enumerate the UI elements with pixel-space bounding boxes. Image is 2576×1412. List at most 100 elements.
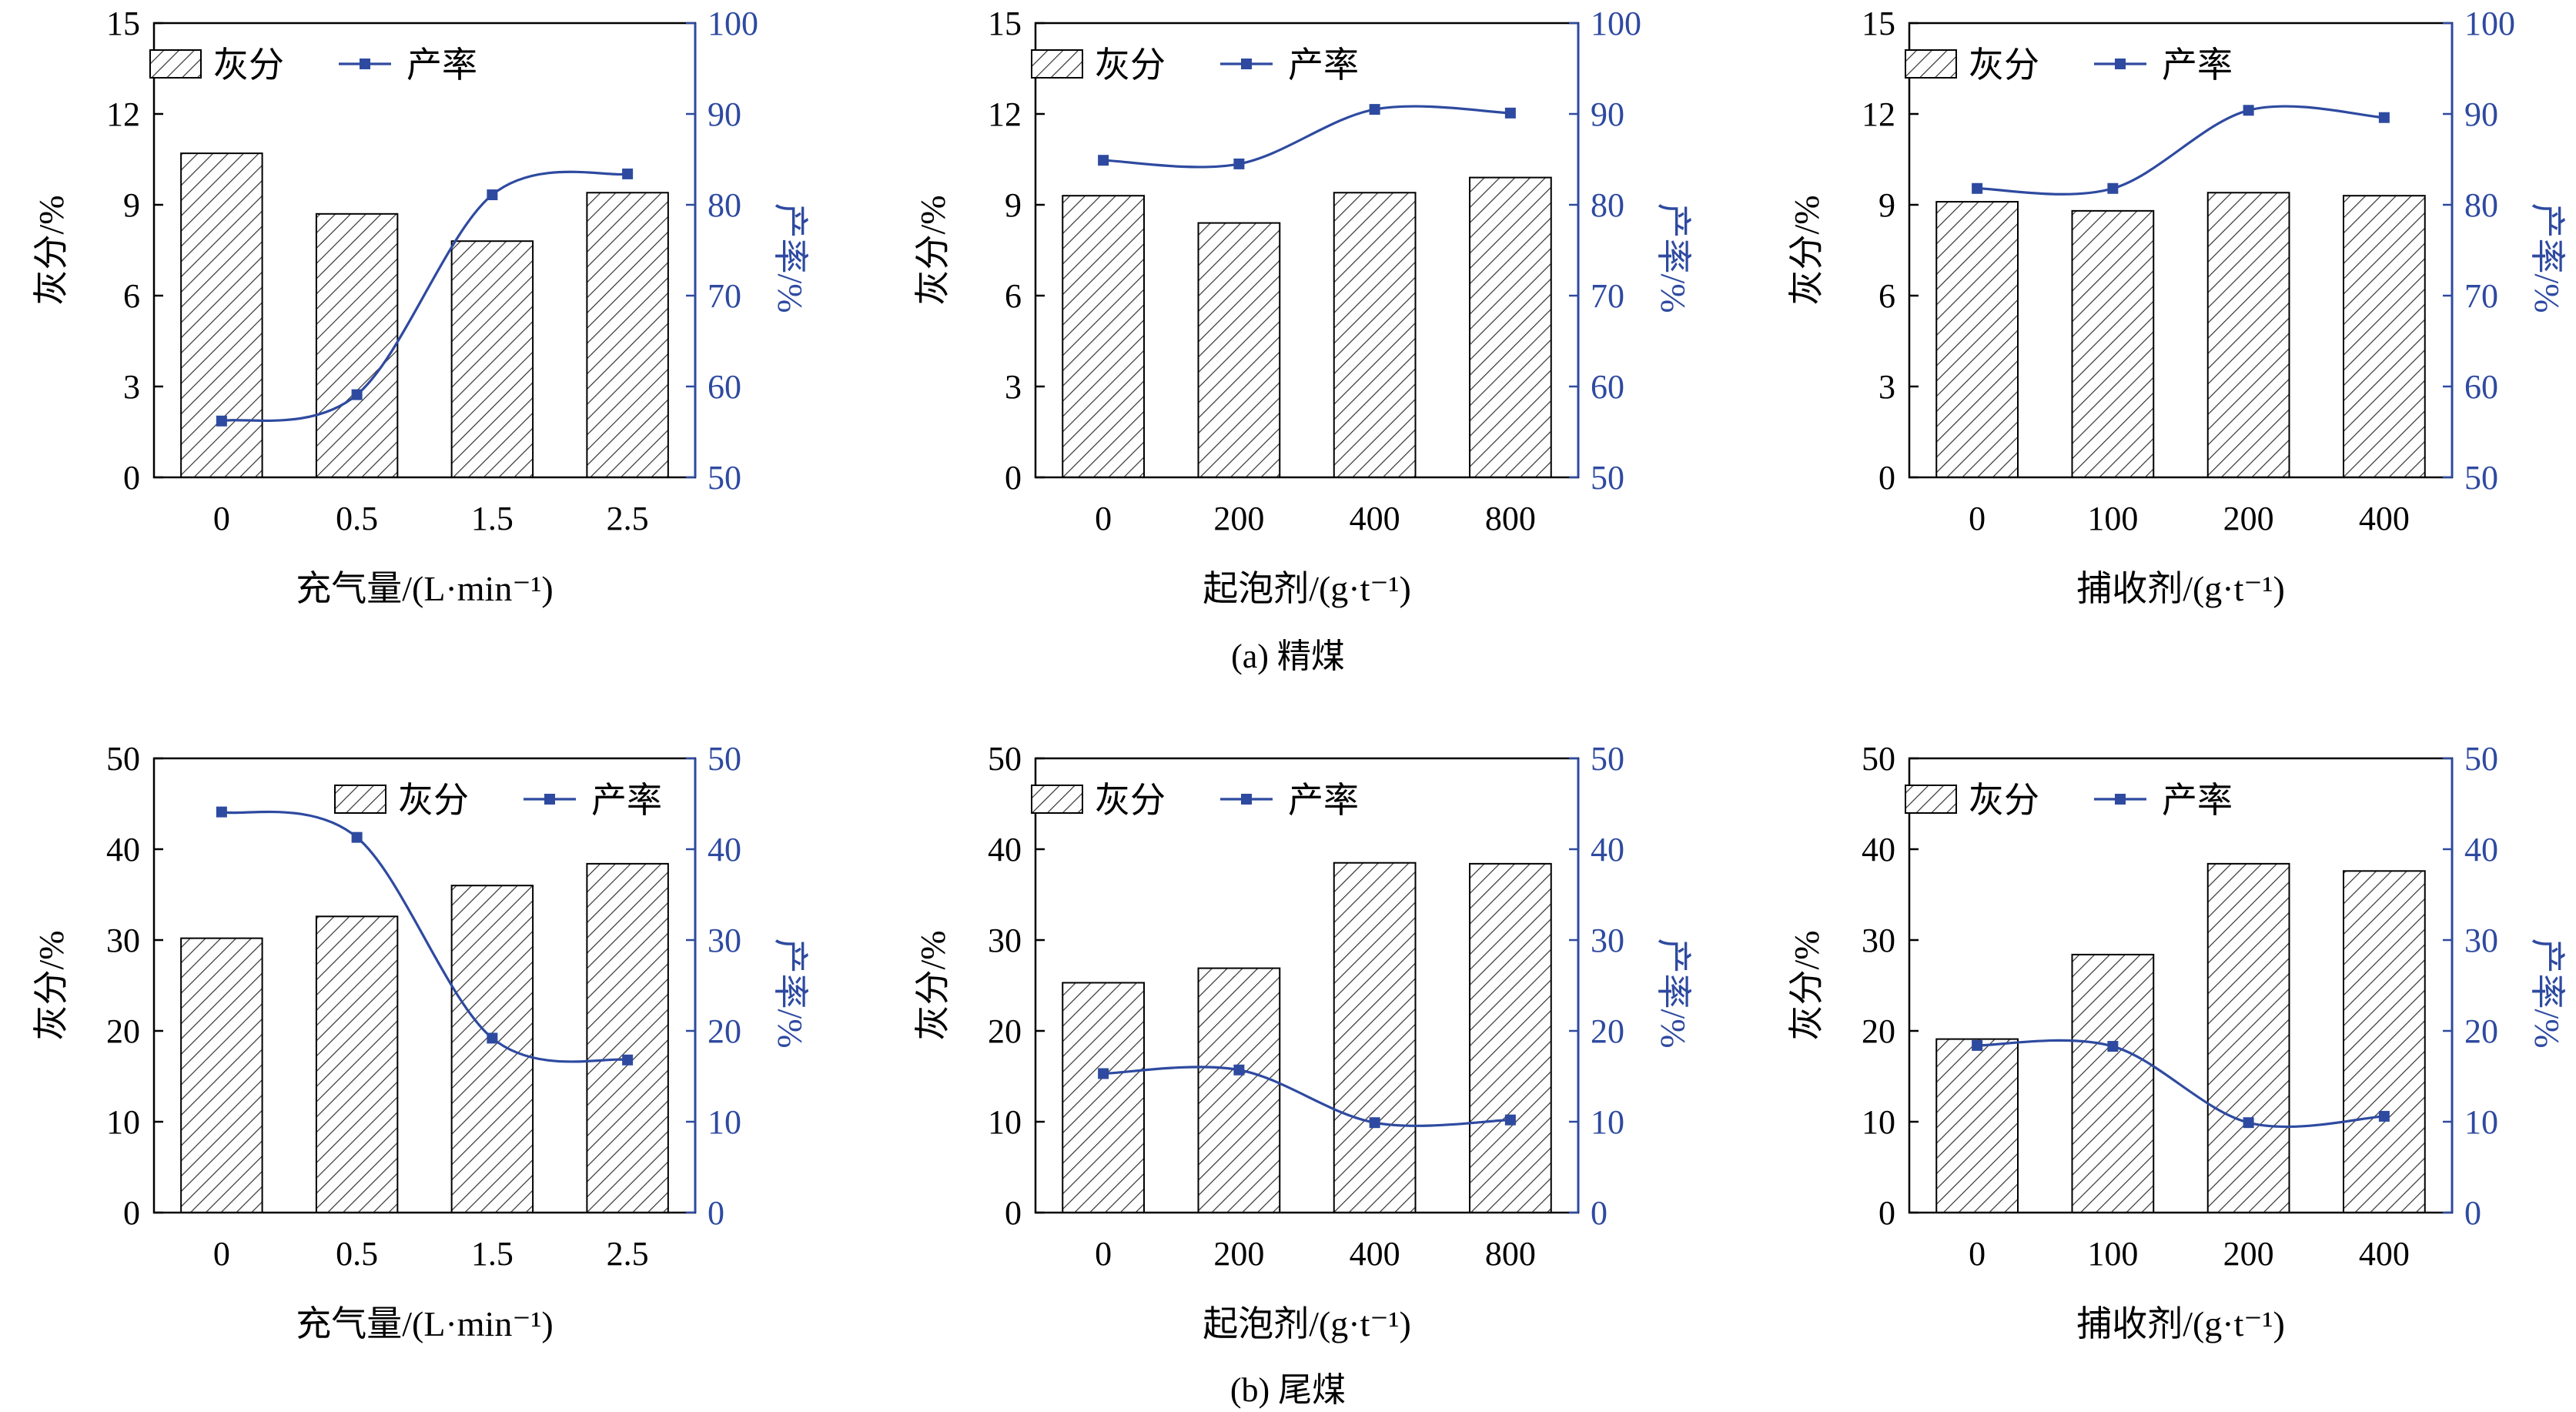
bar-灰分-400 bbox=[2343, 195, 2426, 478]
bar-灰分-0 bbox=[1062, 982, 1145, 1213]
left-tick-label: 40 bbox=[106, 831, 140, 868]
left-tick-label: 15 bbox=[1862, 5, 1895, 42]
bar-灰分-200 bbox=[2206, 862, 2290, 1213]
right-tick-label: 30 bbox=[2464, 922, 2498, 959]
left-tick-label: 40 bbox=[988, 831, 1022, 868]
marker-产率-2.5 bbox=[622, 1054, 634, 1066]
left-y-axis-title: 灰分/% bbox=[913, 195, 952, 305]
marker-产率-200 bbox=[1233, 1064, 1245, 1076]
legend-swatch-marker bbox=[2115, 794, 2126, 805]
x-tick-label: 0 bbox=[1969, 500, 1986, 537]
marker-产率-0.5 bbox=[351, 389, 363, 400]
left-tick-label: 12 bbox=[106, 95, 140, 133]
legend-swatch-bar bbox=[1031, 785, 1083, 814]
left-tick-label: 3 bbox=[123, 368, 140, 406]
x-axis-title: 捕收剂/(g·t⁻¹) bbox=[2076, 569, 2285, 608]
right-y-axis-title: 产率/% bbox=[1654, 202, 1693, 313]
x-tick-label: 0 bbox=[1095, 500, 1112, 537]
left-tick-label: 50 bbox=[1862, 740, 1895, 778]
x-tick-label: 200 bbox=[2223, 1235, 2274, 1273]
bar-灰分-0 bbox=[180, 152, 263, 478]
right-tick-label: 20 bbox=[2464, 1012, 2498, 1050]
left-tick-label: 30 bbox=[106, 922, 140, 959]
right-tick-label: 70 bbox=[1591, 277, 1624, 315]
left-tick-label: 9 bbox=[1005, 186, 1022, 224]
marker-产率-0 bbox=[216, 806, 227, 818]
legend: 灰分 产率 bbox=[334, 781, 662, 820]
bar-灰分-100 bbox=[2071, 953, 2155, 1213]
bar-灰分-1.5 bbox=[450, 240, 534, 478]
line-产率 bbox=[1977, 1039, 2384, 1129]
right-y-axis-title: 产率/% bbox=[2527, 202, 2567, 313]
x-tick-label: 0.5 bbox=[336, 1235, 378, 1273]
chart-panel-a-2: 0 3 6 9 12 15 50 60 70 80 90 100 0 200 400 800 起泡剂/(g·t⁻… bbox=[913, 5, 1693, 608]
left-tick-label: 0 bbox=[1878, 1194, 1895, 1232]
right-tick-label: 90 bbox=[1591, 95, 1624, 133]
x-tick-label: 800 bbox=[1485, 1235, 1536, 1273]
x-tick-label: 100 bbox=[2087, 1235, 2138, 1273]
left-tick-label: 9 bbox=[1878, 186, 1895, 224]
bar-灰分-200 bbox=[1197, 222, 1281, 478]
bar-灰分-400 bbox=[2343, 870, 2426, 1213]
x-tick-label: 200 bbox=[1213, 1235, 1264, 1273]
legend-swatch-marker bbox=[1241, 794, 1252, 805]
x-tick-label: 0 bbox=[1969, 1235, 1986, 1273]
right-tick-label: 10 bbox=[708, 1103, 741, 1141]
bar-灰分-400 bbox=[1333, 192, 1417, 478]
marker-产率-0 bbox=[1098, 155, 1109, 166]
chart-panel-b-3: 0 10 20 30 40 50 0 10 20 30 40 50 0 100 200 400 捕收剂/(g·t… bbox=[1787, 740, 2567, 1343]
right-tick-label: 50 bbox=[708, 459, 741, 497]
left-tick-label: 10 bbox=[988, 1103, 1022, 1141]
left-tick-label: 20 bbox=[988, 1012, 1022, 1050]
chart-panel-b-1: 0 10 20 30 40 50 0 10 20 30 40 50 0 0.5 1.5 2.5 充气量/(L·m… bbox=[32, 740, 810, 1343]
right-tick-label: 20 bbox=[1591, 1012, 1624, 1050]
left-tick-label: 12 bbox=[1862, 95, 1895, 133]
marker-产率-400 bbox=[1369, 104, 1380, 115]
marker-产率-400 bbox=[2378, 112, 2390, 123]
bar-灰分-400 bbox=[1333, 862, 1417, 1213]
legend-label-line: 产率 bbox=[591, 781, 662, 820]
legend-label-line: 产率 bbox=[406, 45, 477, 85]
left-tick-label: 0 bbox=[1005, 459, 1022, 497]
left-tick-label: 30 bbox=[988, 922, 1022, 959]
x-axis-title: 充气量/(L·min⁻¹) bbox=[296, 1304, 553, 1343]
bar-灰分-200 bbox=[2206, 192, 2290, 478]
x-tick-label: 200 bbox=[1213, 500, 1264, 537]
right-tick-label: 50 bbox=[708, 740, 741, 778]
x-axis-title: 起泡剂/(g·t⁻¹) bbox=[1203, 569, 1411, 608]
legend-label-line: 产率 bbox=[1288, 781, 1359, 820]
marker-产率-0 bbox=[216, 415, 227, 427]
left-tick-label: 15 bbox=[988, 5, 1022, 42]
right-tick-label: 50 bbox=[1591, 740, 1624, 778]
legend-label-bar: 灰分 bbox=[1095, 781, 1166, 820]
right-y-axis-title: 产率/% bbox=[771, 202, 810, 313]
marker-产率-0 bbox=[1972, 182, 1983, 194]
right-tick-label: 80 bbox=[2464, 186, 2498, 224]
bar-灰分-1.5 bbox=[450, 885, 534, 1213]
left-tick-label: 20 bbox=[1862, 1012, 1895, 1050]
x-tick-label: 0.5 bbox=[336, 500, 378, 537]
marker-产率-0.5 bbox=[351, 831, 363, 843]
right-tick-label: 40 bbox=[2464, 831, 2498, 868]
marker-产率-100 bbox=[2107, 1041, 2119, 1052]
legend-label-bar: 灰分 bbox=[213, 45, 284, 85]
chart-panel-b-2: 0 10 20 30 40 50 0 10 20 30 40 50 0 200 400 800 起泡剂/(g·t… bbox=[913, 740, 1693, 1343]
chart-panel-a-3: 0 3 6 9 12 15 50 60 70 80 90 100 0 100 200 400 捕收剂/(g·t⁻… bbox=[1787, 5, 2567, 608]
marker-产率-200 bbox=[2243, 105, 2254, 116]
legend-label-bar: 灰分 bbox=[1969, 781, 2039, 820]
left-tick-label: 3 bbox=[1878, 368, 1895, 406]
left-tick-label: 6 bbox=[123, 277, 140, 315]
marker-产率-1.5 bbox=[487, 189, 498, 201]
x-tick-label: 0 bbox=[1095, 1235, 1112, 1273]
right-tick-label: 0 bbox=[708, 1194, 724, 1232]
x-tick-label: 2.5 bbox=[607, 500, 649, 537]
legend-swatch-bar bbox=[149, 49, 202, 79]
marker-产率-800 bbox=[1504, 107, 1516, 119]
left-tick-label: 20 bbox=[106, 1012, 140, 1050]
left-tick-label: 9 bbox=[123, 186, 140, 224]
left-tick-label: 6 bbox=[1005, 277, 1022, 315]
left-y-axis-title: 灰分/% bbox=[1787, 195, 1826, 305]
right-tick-label: 100 bbox=[1591, 5, 1641, 42]
right-tick-label: 10 bbox=[1591, 1103, 1624, 1141]
